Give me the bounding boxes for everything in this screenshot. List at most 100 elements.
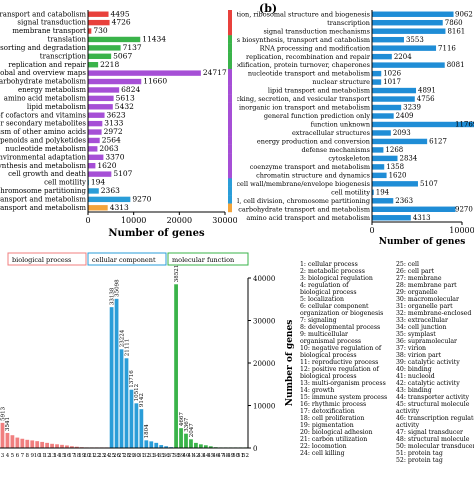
group-strip-a-15 [228,136,232,145]
bar-c-3 [0,422,5,448]
value-label-c-4: 3541 [5,417,11,431]
key-entry-col2-7: 32: membrane-enclosed [396,310,471,317]
bar-c-45 [208,446,213,448]
group-strip-a-11 [228,102,232,112]
x-tick-label-c-6: 6 [16,453,20,459]
category-label-a-21: cell cycle control, cell division, chrom… [0,187,87,195]
bar-c-11 [40,441,45,448]
bar-a-23 [88,205,108,211]
bar-c-12 [45,442,50,448]
value-label-a-22: 9270 [132,194,151,203]
value-label-c-27: 23224 [119,329,125,347]
category-label-a-19: cell growth and death [8,170,86,178]
bar-c-41 [189,439,193,448]
bar-c-17 [70,446,74,448]
x-tick-label-c-32: 32 [143,453,150,459]
bar-a-1 [88,19,110,26]
bar-c-31 [139,409,144,448]
panel-label-b: (b) [259,2,277,15]
key-entry-col1-19: 15: immune system process [300,394,387,401]
key-entry-col2-16: 41: nucleoid [396,373,435,380]
bar-b-22 [372,198,394,204]
key-entry-col1-9: 8: developmental process [300,324,380,331]
group-strip-a-23 [228,203,232,213]
key-entry-col2-8: 33: extracellular [396,317,448,324]
value-label-b-18: 1358 [386,163,404,171]
bar-b-20 [372,181,418,187]
value-label-b-17: 2834 [400,155,418,163]
key-entry-col2-21: activity [396,408,420,415]
category-label-b-3: secondary metabolites biosynthesis, tran… [237,36,370,44]
key-entry-col2-6: 31: organelle part [396,303,453,310]
key-entry-col2-12: 37: virion [396,345,426,352]
bar-b-16 [372,147,384,153]
x-tick-label-c-33: 33 [148,453,155,459]
category-label-a-4: folding, sorting and degradation [0,44,86,52]
bar-c-27 [119,349,124,448]
bar-a-8 [88,78,142,85]
key-entry-col1-12: 10: negative regulation of [300,345,382,352]
x-tick-label-c-41: 41 [187,453,194,459]
category-label-b-11: inorganic ion transport and metabolism [239,104,370,112]
value-label-b-14: 2093 [393,129,411,137]
category-label-b-5: replication, recombination and repair [246,53,371,61]
bar-c-15 [60,444,64,448]
bar-a-13 [88,120,103,127]
bar-c-25 [109,307,114,448]
bar-b-14 [372,130,391,136]
bar-a-0 [88,11,109,17]
key-entry-col1-16: biological process [300,373,357,380]
bar-a-6 [88,62,99,68]
bar-b-17 [372,155,398,162]
x-tick-label-c-14: 14 [54,453,61,459]
category-label-a-20: cell motility [44,179,86,187]
x-tick-label-c-27: 27 [118,453,125,459]
x-axis-title-b: Number of genes [379,237,466,247]
key-entry-col2-19: 44: transporter activity [396,394,470,401]
category-label-a-10: amino acid metabolism [4,94,87,102]
y-tick-label-c-2: 20000 [253,360,275,368]
key-entry-col1-4: biological process [300,289,357,296]
group-strip-a-4 [228,43,232,53]
key-entry-col2-20: 45: structural molecule [396,401,470,408]
value-label-b-19: 1620 [389,171,407,179]
value-label-a-16: 2063 [99,144,118,153]
value-label-b-9: 4891 [418,87,436,95]
bar-c-28 [124,358,129,448]
category-label-a-3: translation [47,36,86,44]
x-tick-label-c-25: 25 [108,453,115,459]
bar-a-11 [88,104,113,110]
key-entry-col2-28: 52: protein tag [396,457,443,464]
category-label-b-14: extracellular structures [292,129,370,137]
key-entry-col2-11: 36: supramolecular [396,338,457,345]
value-label-a-23: 4313 [110,203,129,212]
category-label-b-7: nucleotide transport and metabolism [248,70,370,78]
bar-c-7 [20,438,25,448]
value-label-b-13: 11769 [455,121,474,129]
x-tick-label-c-35: 35 [158,453,165,459]
x-tick-label-c-15: 15 [59,453,66,459]
x-tick-label-c-49: 49 [227,453,234,459]
bar-c-39 [179,428,183,448]
bar-c-4 [5,432,10,448]
key-entry-col1-15: 12: positive regulation of [300,366,379,373]
x-tick-label-c-28: 28 [123,453,130,459]
category-label-b-4: RNA processing and modification [260,44,370,52]
value-label-c-28: 21111 [124,339,130,357]
category-label-a-13: biosynthesis of other secondary metaboli… [0,120,86,128]
group-strip-a-16 [228,144,232,154]
x-tick-label-a-0: 0 [85,216,90,225]
chart-b-svg: (b) 9062 translation, ribosomal structure … [166,2,474,247]
value-label-c-30: 10512 [134,384,140,402]
legend-box-0 [7,252,87,266]
x-tick-label-c-45: 45 [207,453,214,459]
category-label-a-1: signal transduction [17,19,86,27]
x-tick-label-c-23: 23 [98,453,105,459]
key-entry-col1-24: 20: biological adhesion [300,429,373,436]
bar-a-18 [88,163,96,169]
bar-a-21 [88,188,99,194]
x-tick-label-c-46: 46 [212,453,219,459]
value-label-c-26: 35098 [114,279,120,297]
value-label-a-13: 3133 [104,119,123,128]
category-label-a-7: global and overview maps [0,69,86,77]
